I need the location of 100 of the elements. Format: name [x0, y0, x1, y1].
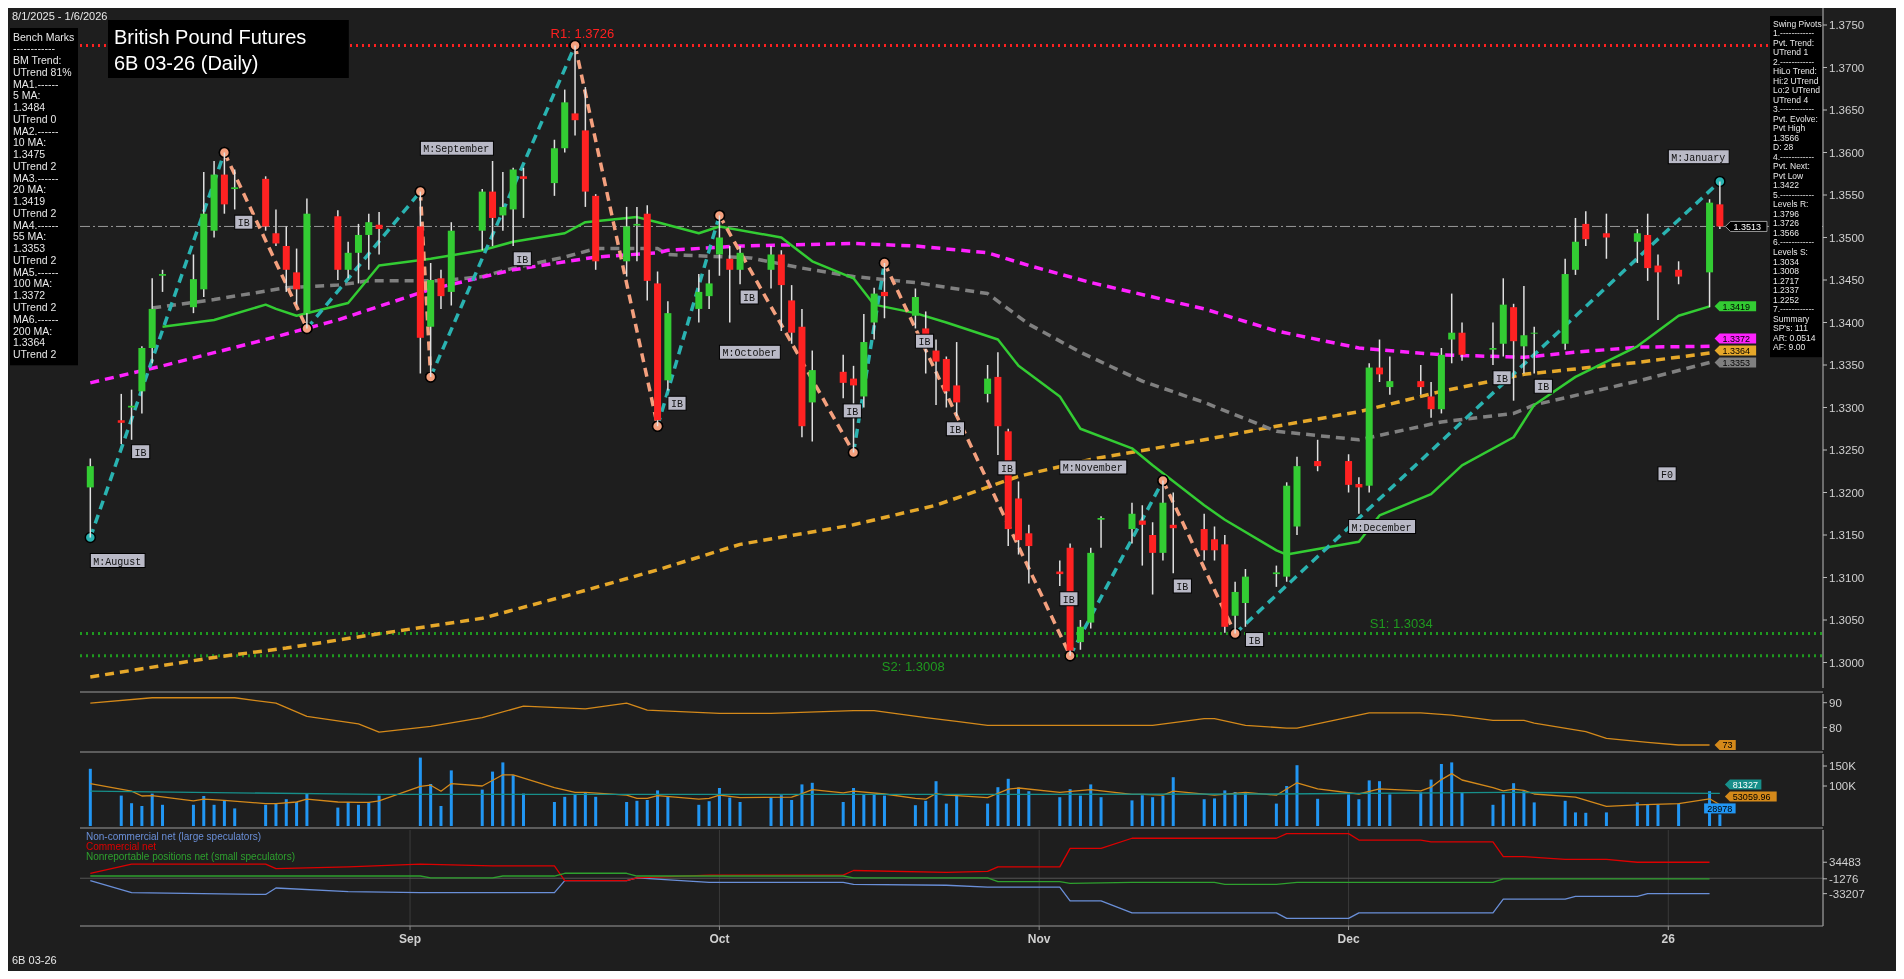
annotation: IB	[846, 406, 859, 418]
candlestick	[1128, 501, 1136, 545]
bar	[1419, 792, 1423, 826]
bar	[1202, 799, 1206, 826]
annotation: IB	[1537, 382, 1550, 394]
bar	[1130, 800, 1134, 826]
candlestick	[1530, 326, 1538, 375]
candlestick	[736, 245, 744, 285]
bar	[697, 804, 701, 826]
candlestick	[365, 212, 373, 271]
bar	[872, 794, 876, 826]
bar	[986, 803, 990, 826]
bar	[1233, 792, 1237, 826]
y-tick-label: 1.3600	[1829, 146, 1865, 159]
bar	[779, 795, 783, 826]
candlestick	[282, 225, 290, 293]
candlestick	[1200, 513, 1208, 562]
bar	[1378, 781, 1382, 826]
candlestick	[953, 341, 961, 417]
y-tick-label: 1.3700	[1829, 61, 1865, 74]
bar	[480, 789, 484, 826]
bar	[305, 794, 309, 826]
candlestick	[1076, 619, 1084, 651]
candlestick	[1582, 210, 1590, 247]
ref-line-label: 1.3513	[1733, 221, 1761, 232]
candlestick	[984, 364, 992, 404]
candlestick	[159, 269, 167, 293]
annotation: IB	[1062, 594, 1075, 606]
bar	[583, 792, 587, 826]
series-label: Nonreportable positions net (small speculators)	[86, 851, 295, 862]
candlestick	[437, 269, 445, 310]
bar	[191, 804, 195, 826]
data-label: 28978	[1707, 803, 1733, 814]
bar	[1532, 802, 1536, 826]
y-tick-label: 80	[1829, 721, 1842, 734]
candlestick	[1345, 453, 1353, 494]
y-tick-label: 1.3100	[1829, 571, 1865, 584]
bar	[1357, 799, 1361, 826]
bar	[1068, 789, 1072, 826]
bar	[728, 797, 732, 826]
data-label: 73	[1722, 740, 1733, 751]
bar	[233, 808, 237, 826]
x-tick-label: 26	[1661, 932, 1676, 946]
candlestick	[911, 287, 919, 330]
bar	[1171, 777, 1175, 826]
annotation: IB	[949, 424, 962, 436]
bar	[119, 795, 123, 826]
bar	[439, 806, 443, 826]
bar	[1450, 762, 1454, 826]
annotation: IB	[1176, 582, 1189, 593]
bar	[1151, 797, 1155, 826]
candlestick	[519, 167, 527, 219]
line-series	[89, 872, 1711, 885]
y-tick-label: 34483	[1829, 856, 1861, 869]
candlestick	[767, 245, 775, 290]
y-tick-label: 1.3300	[1829, 401, 1865, 414]
y-tick-label: 90	[1829, 696, 1842, 709]
y-tick-label: 1.3050	[1829, 614, 1865, 626]
bar	[852, 788, 856, 826]
point	[84, 531, 97, 544]
annotation: IB	[1495, 373, 1508, 385]
bar	[944, 803, 948, 826]
y-tick-label: 1.3000	[1829, 656, 1865, 669]
bar	[140, 806, 144, 826]
bar	[1223, 790, 1227, 826]
bar	[1584, 812, 1588, 826]
candlestick	[293, 247, 301, 306]
bar	[295, 802, 299, 826]
candlestick	[1272, 564, 1280, 588]
candlestick	[1211, 525, 1218, 562]
annotation: M:August	[93, 556, 142, 568]
bar	[841, 802, 845, 826]
candlestick	[1314, 439, 1322, 472]
bar	[130, 803, 134, 826]
bar	[1388, 794, 1392, 826]
annotation: IB	[237, 218, 250, 230]
bar	[790, 800, 794, 826]
annotation: M:November	[1062, 463, 1123, 474]
text: Swing Pivots 1.------------ Pvt. Trend: UTrend 1 2.------------ HiLo Trend: Hi:2 UTrend Lo:2 UTrend UTrend 4 3.------------ Pvt. Evolve: Pvt High 1.3566 D: 28 4.------------ Pvt. Next: Pvt Low 1.3422 5.------------ Levels R: 1.3796 1.3726 1.3566 6.------------ Levels S: 1.3034 1.3008 1.2717 1.2337 1.2252 7.------------ Summary SP's: 111 AR: 0.0514 AF: 9.00	[1773, 18, 1822, 353]
bar	[882, 795, 886, 826]
bar	[800, 784, 804, 826]
bar	[1573, 812, 1577, 826]
y-tick-label: -1276	[1829, 872, 1859, 885]
candlestick	[354, 223, 362, 285]
candlestick	[1675, 260, 1683, 285]
bar	[862, 794, 866, 826]
y-tick-label: 150K	[1829, 760, 1857, 772]
x-tick-label: Sep	[399, 932, 422, 946]
bar	[1367, 780, 1371, 826]
bar	[1646, 804, 1650, 826]
candlestick	[499, 171, 507, 232]
bar	[222, 800, 226, 826]
bar	[274, 803, 278, 826]
candlestick	[1097, 515, 1105, 549]
text: 6B 03-26	[12, 954, 57, 966]
bar	[1491, 804, 1495, 826]
bar	[521, 793, 525, 826]
bar	[1460, 792, 1464, 826]
bar	[1522, 791, 1526, 826]
candlestick	[1149, 521, 1157, 596]
